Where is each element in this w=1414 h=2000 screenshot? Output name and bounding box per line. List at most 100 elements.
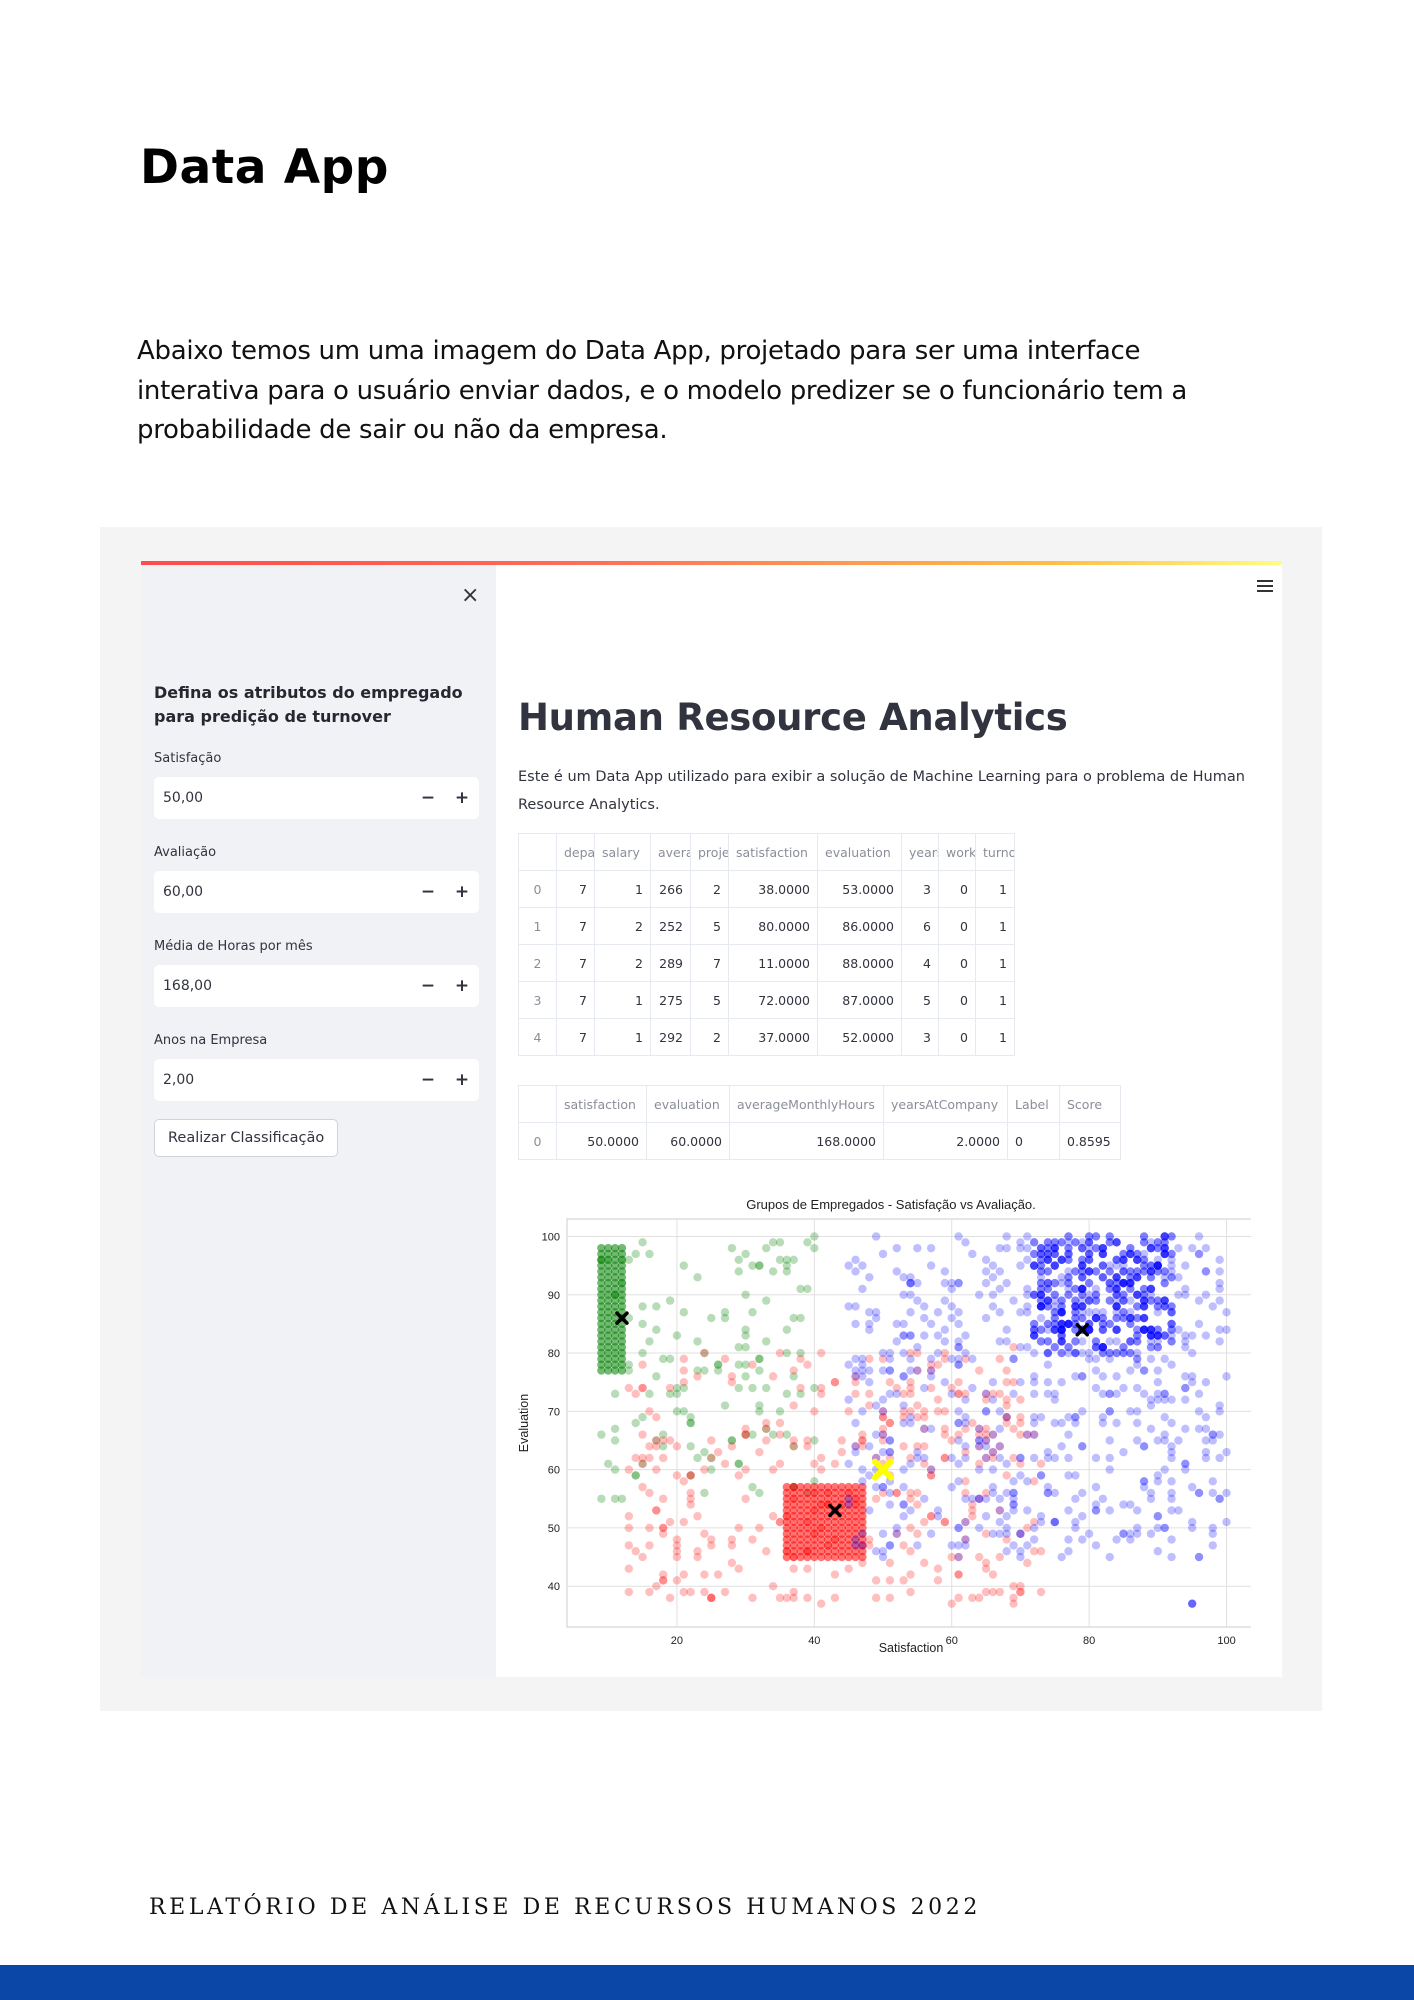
- table-cell[interactable]: 7: [556, 870, 595, 908]
- table-cell[interactable]: 0.8595: [1059, 1122, 1121, 1160]
- table-cell[interactable]: 0: [938, 907, 976, 945]
- column-header[interactable]: years: [901, 833, 939, 871]
- table-cell[interactable]: 1: [975, 981, 1015, 1019]
- row-index[interactable]: 4: [518, 1018, 557, 1056]
- row-index[interactable]: 1: [518, 907, 557, 945]
- table-cell[interactable]: 6: [901, 907, 939, 945]
- horas-increment-button[interactable]: +: [454, 976, 470, 996]
- table-cell[interactable]: 86.0000: [817, 907, 902, 945]
- anos-value[interactable]: 2,00: [163, 1072, 195, 1088]
- column-header[interactable]: salary: [594, 833, 651, 871]
- anos-decrement-button[interactable]: −: [420, 1070, 436, 1090]
- column-header[interactable]: Label: [1007, 1085, 1060, 1123]
- table-cell[interactable]: 5: [690, 907, 729, 945]
- table-cell[interactable]: 7: [556, 1018, 595, 1056]
- table-cell[interactable]: 266: [650, 870, 691, 908]
- column-header[interactable]: [518, 1085, 557, 1123]
- table-cell[interactable]: 1: [594, 981, 651, 1019]
- satisfacao-value[interactable]: 50,00: [163, 790, 204, 806]
- table-row[interactable]: 1 7 2 252 5 80.0000 86.0000 6 0 1: [518, 907, 1015, 945]
- table-cell[interactable]: 2: [690, 870, 729, 908]
- column-header[interactable]: evaluation: [817, 833, 902, 871]
- table-cell[interactable]: 52.0000: [817, 1018, 902, 1056]
- close-icon[interactable]: ×: [461, 583, 480, 608]
- table-cell[interactable]: 3: [901, 870, 939, 908]
- table-cell[interactable]: 252: [650, 907, 691, 945]
- row-index[interactable]: 0: [518, 870, 557, 908]
- table-cell[interactable]: 7: [556, 907, 595, 945]
- table-cell[interactable]: 88.0000: [817, 944, 902, 982]
- table-cell[interactable]: 289: [650, 944, 691, 982]
- employee-dataframe[interactable]: depa salary avera proje satisfaction evaluati…: [518, 833, 1015, 1056]
- satisfacao-increment-button[interactable]: +: [454, 788, 470, 808]
- table-row[interactable]: 3 7 1 275 5 72.0000 87.0000 5 0 1: [518, 981, 1015, 1019]
- table-cell[interactable]: 72.0000: [728, 981, 818, 1019]
- table-cell[interactable]: 1: [975, 1018, 1015, 1056]
- row-index[interactable]: 2: [518, 944, 557, 982]
- table-cell[interactable]: 1: [594, 1018, 651, 1056]
- table-cell[interactable]: 2.0000: [883, 1122, 1008, 1160]
- table-cell[interactable]: 7: [690, 944, 729, 982]
- column-header[interactable]: work: [938, 833, 976, 871]
- table-cell[interactable]: 0: [938, 1018, 976, 1056]
- table-row[interactable]: 4 7 1 292 2 37.0000 52.0000 3 0 1: [518, 1018, 1015, 1056]
- horas-input[interactable]: 168,00 − +: [154, 965, 479, 1007]
- table-cell[interactable]: 0: [938, 870, 976, 908]
- row-index[interactable]: 0: [518, 1122, 557, 1160]
- table-cell[interactable]: 38.0000: [728, 870, 818, 908]
- table-cell[interactable]: 2: [594, 944, 651, 982]
- table-cell[interactable]: 87.0000: [817, 981, 902, 1019]
- table-cell[interactable]: 11.0000: [728, 944, 818, 982]
- table-cell[interactable]: 50.0000: [556, 1122, 647, 1160]
- anos-input[interactable]: 2,00 − +: [154, 1059, 479, 1101]
- table-cell[interactable]: 168.0000: [729, 1122, 884, 1160]
- table-cell[interactable]: 1: [594, 870, 651, 908]
- column-header[interactable]: turno: [975, 833, 1015, 871]
- avaliacao-value[interactable]: 60,00: [163, 884, 204, 900]
- table-cell[interactable]: 7: [556, 981, 595, 1019]
- column-header[interactable]: averageMonthlyHours: [729, 1085, 884, 1123]
- table-cell[interactable]: 275: [650, 981, 691, 1019]
- table-cell[interactable]: 1: [975, 907, 1015, 945]
- table-cell[interactable]: 1: [975, 944, 1015, 982]
- table-row[interactable]: 0 7 1 266 2 38.0000 53.0000 3 0 1: [518, 870, 1015, 908]
- table-cell[interactable]: 3: [901, 1018, 939, 1056]
- column-header[interactable]: [518, 833, 557, 871]
- column-header[interactable]: evaluation: [646, 1085, 730, 1123]
- column-header[interactable]: Score: [1059, 1085, 1121, 1123]
- table-cell[interactable]: 4: [901, 944, 939, 982]
- column-header[interactable]: satisfaction: [728, 833, 818, 871]
- table-cell[interactable]: 0: [1007, 1122, 1060, 1160]
- hamburger-menu-icon[interactable]: [1257, 580, 1273, 595]
- column-header[interactable]: proje: [690, 833, 729, 871]
- table-cell[interactable]: 5: [690, 981, 729, 1019]
- table-cell[interactable]: 37.0000: [728, 1018, 818, 1056]
- table-row[interactable]: 0 50.0000 60.0000 168.0000 2.0000 0 0.8595: [518, 1122, 1121, 1160]
- column-header[interactable]: depa: [556, 833, 595, 871]
- avaliacao-input[interactable]: 60,00 − +: [154, 871, 479, 913]
- classify-button[interactable]: Realizar Classificação: [154, 1119, 339, 1157]
- table-cell[interactable]: 80.0000: [728, 907, 818, 945]
- table-cell[interactable]: 0: [938, 981, 976, 1019]
- row-index[interactable]: 3: [518, 981, 557, 1019]
- column-header[interactable]: satisfaction: [556, 1085, 647, 1123]
- table-cell[interactable]: 2: [690, 1018, 729, 1056]
- table-cell[interactable]: 292: [650, 1018, 691, 1056]
- anos-increment-button[interactable]: +: [454, 1070, 470, 1090]
- table-cell[interactable]: 1: [975, 870, 1015, 908]
- table-cell[interactable]: 2: [594, 907, 651, 945]
- table-cell[interactable]: 5: [901, 981, 939, 1019]
- prediction-dataframe[interactable]: satisfaction evaluation averageMonthlyHour…: [518, 1085, 1121, 1160]
- table-cell[interactable]: 53.0000: [817, 870, 902, 908]
- table-row[interactable]: 2 7 2 289 7 11.0000 88.0000 4 0 1: [518, 944, 1015, 982]
- table-cell[interactable]: 7: [556, 944, 595, 982]
- avaliacao-decrement-button[interactable]: −: [420, 882, 436, 902]
- table-cell[interactable]: 60.0000: [646, 1122, 730, 1160]
- column-header[interactable]: avera: [650, 833, 691, 871]
- table-cell[interactable]: 0: [938, 944, 976, 982]
- satisfacao-decrement-button[interactable]: −: [420, 788, 436, 808]
- horas-decrement-button[interactable]: −: [420, 976, 436, 996]
- horas-value[interactable]: 168,00: [163, 978, 212, 994]
- column-header[interactable]: yearsAtCompany: [883, 1085, 1008, 1123]
- avaliacao-increment-button[interactable]: +: [454, 882, 470, 902]
